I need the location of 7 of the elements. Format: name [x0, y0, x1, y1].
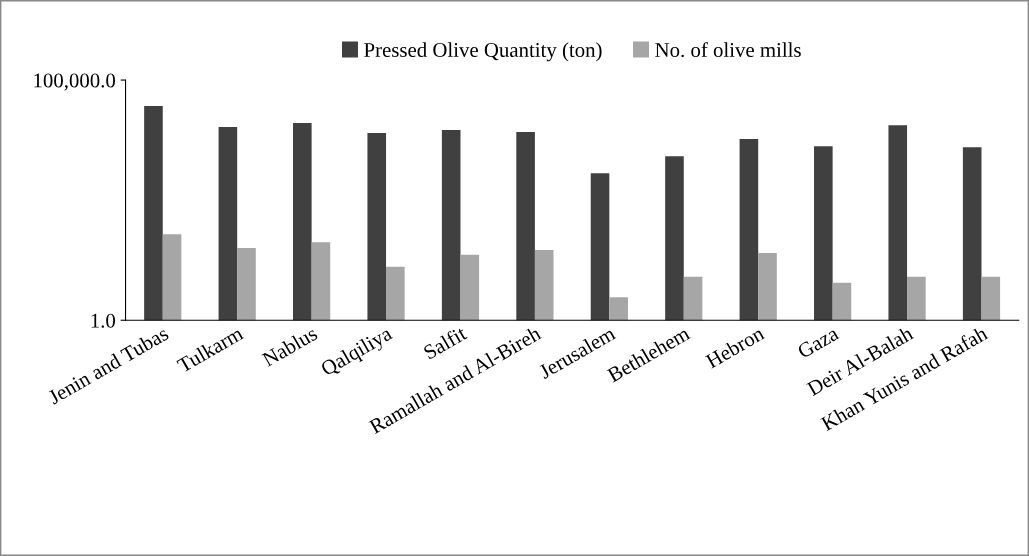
y-tick-label: 1.0	[91, 313, 116, 328]
x-tick-label: Jenin and Tubas	[47, 329, 170, 405]
y-tick-label: 100,000.0	[34, 73, 116, 91]
legend-label: No. of olive mills	[655, 42, 801, 58]
legend-label: Pressed Olive Quantity (ton)	[364, 42, 602, 62]
x-tick-label: Salfit	[422, 324, 468, 360]
x-tick-label: Gaza	[796, 325, 840, 359]
